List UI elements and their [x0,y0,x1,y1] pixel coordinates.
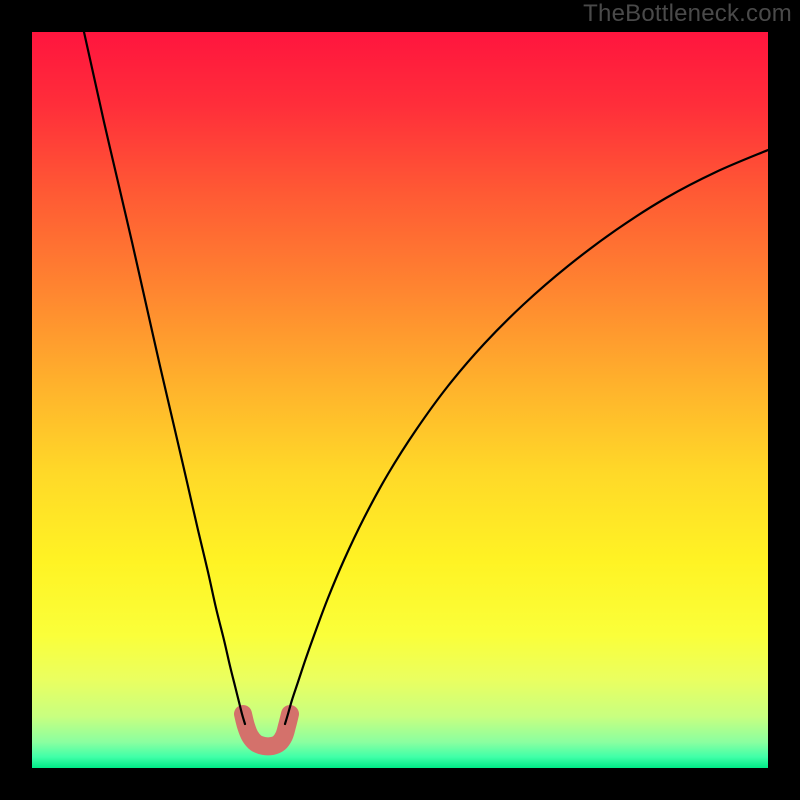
gradient-background [32,32,768,768]
plot-svg [32,32,768,768]
chart-frame: TheBottleneck.com [0,0,800,800]
plot-area [32,32,768,768]
watermark-text: TheBottleneck.com [583,0,792,28]
